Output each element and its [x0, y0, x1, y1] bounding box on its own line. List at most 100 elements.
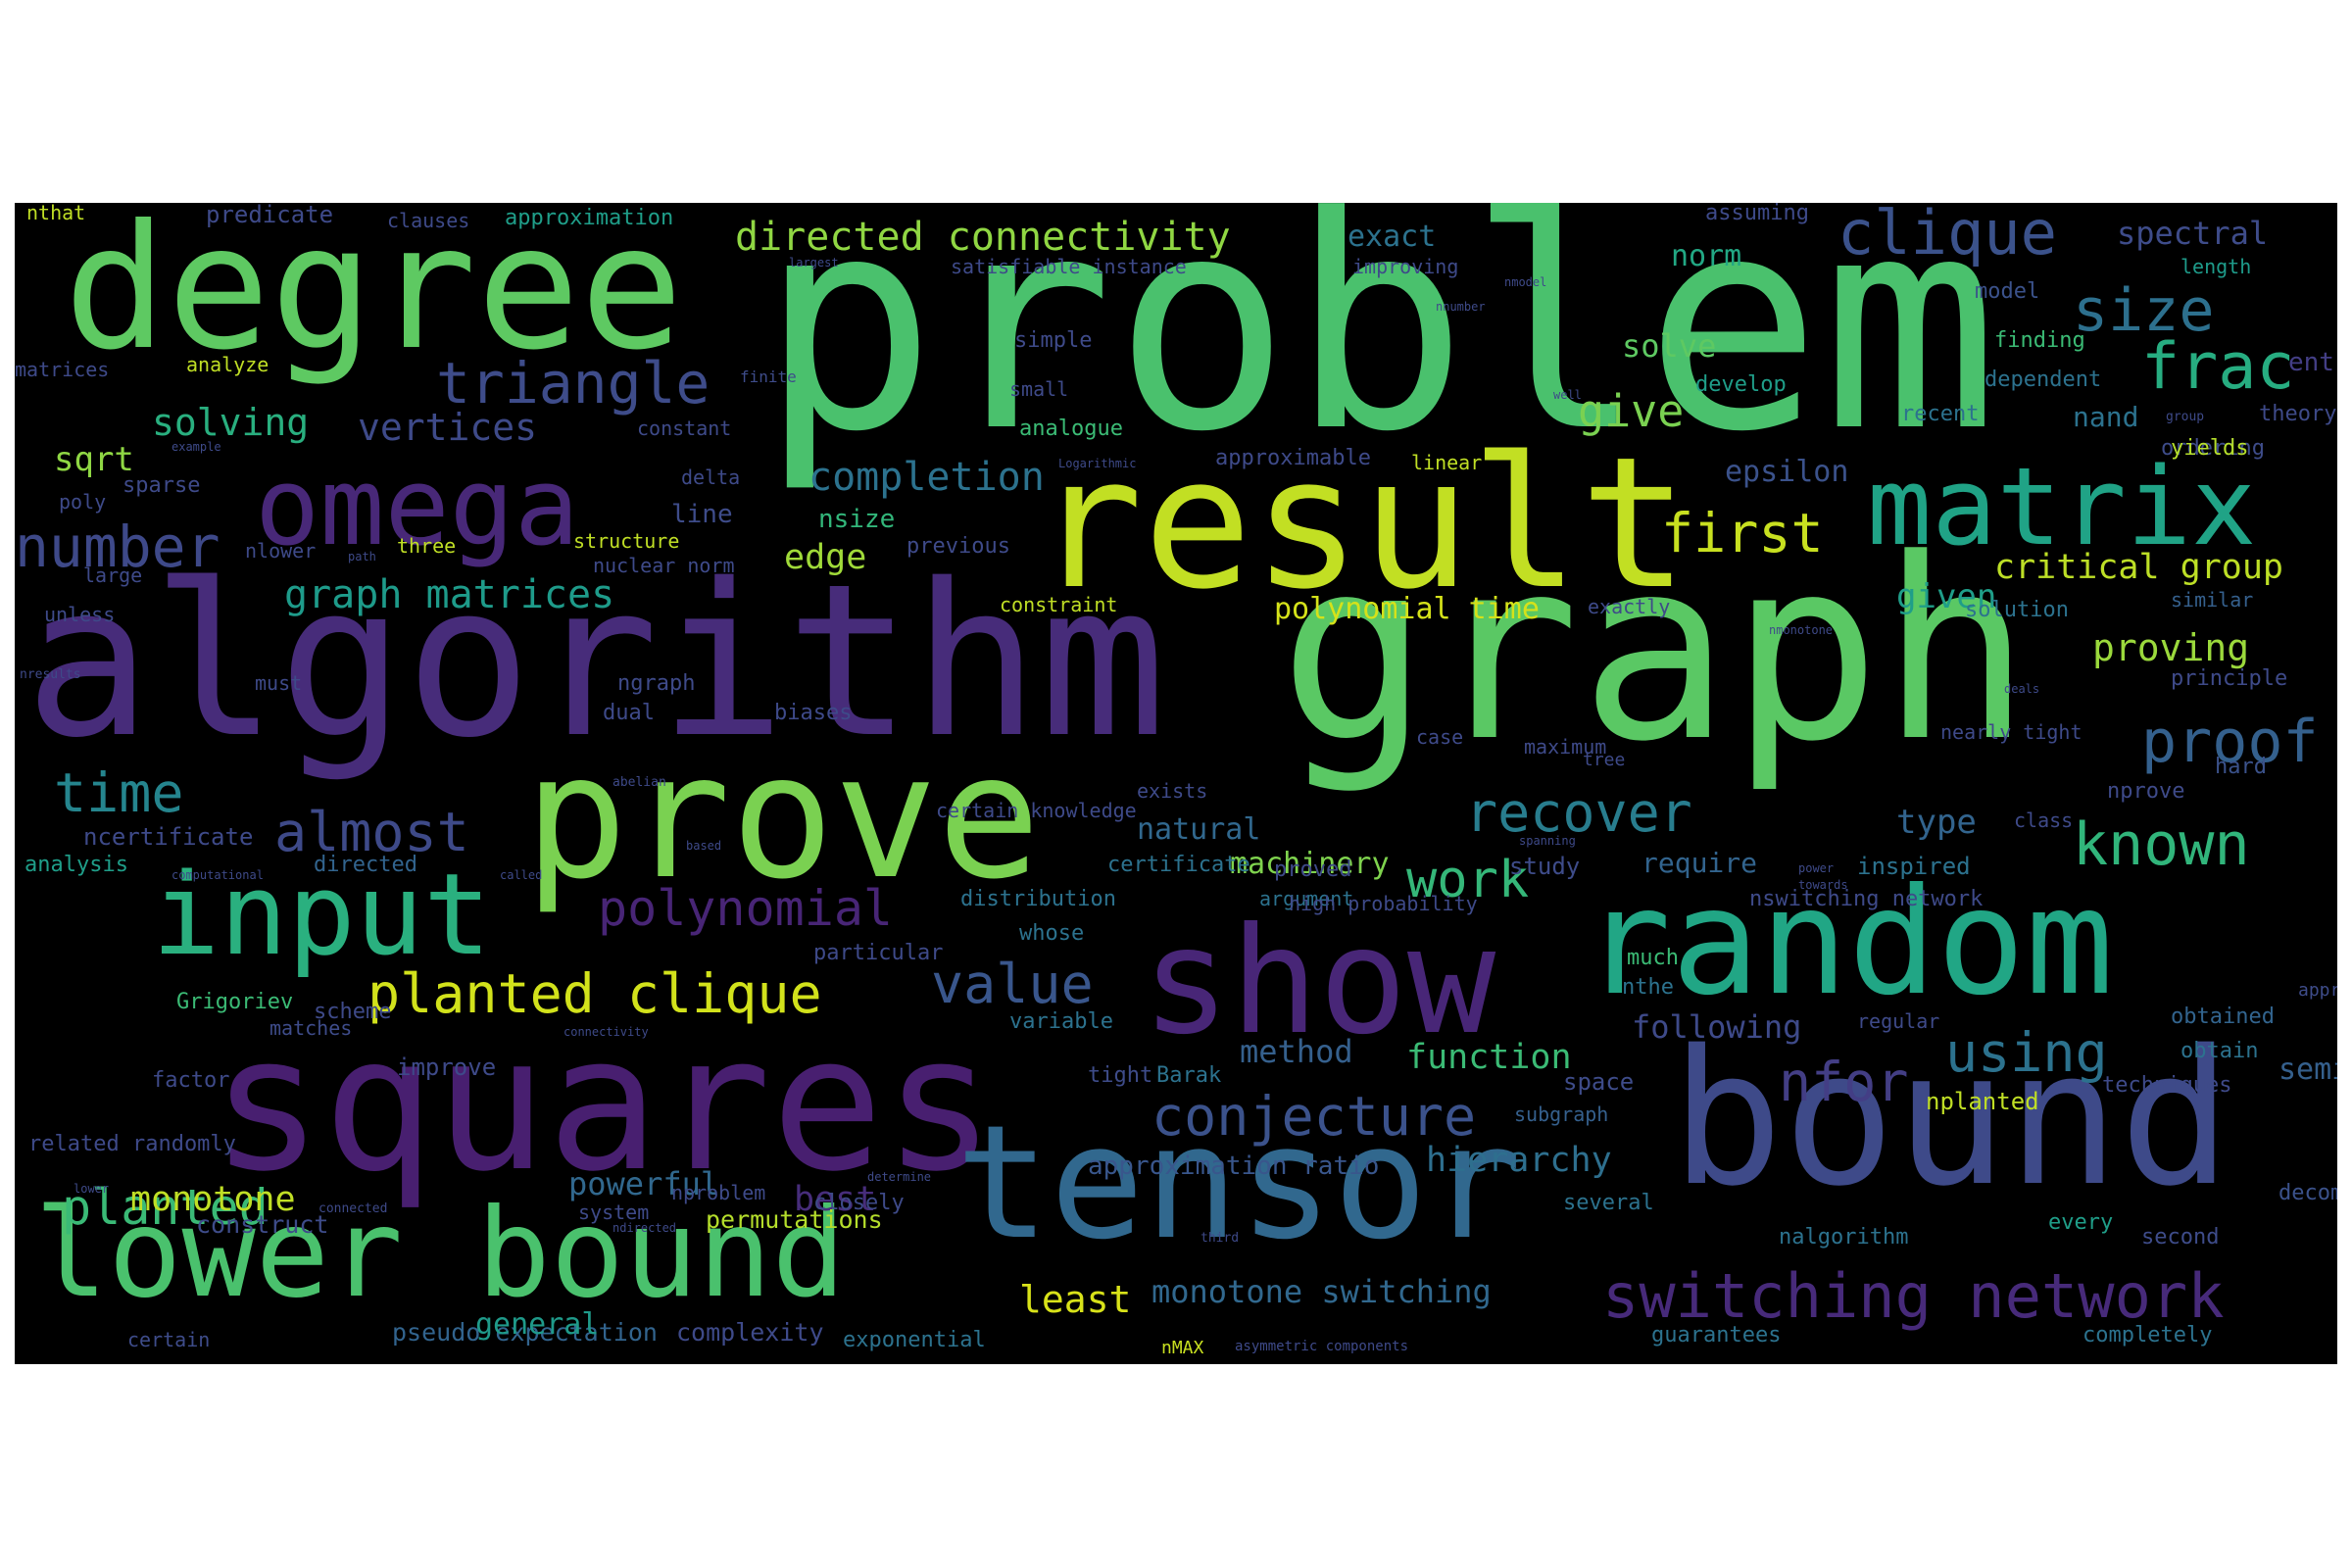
word-degree: degree [64, 203, 684, 388]
word-nmodel: nmodel [1504, 275, 1547, 289]
word-poly: poly [59, 490, 107, 514]
word-monotone-switching: monotone switching [1152, 1273, 1492, 1310]
word-matrix: matrix [1867, 444, 2257, 569]
word-lower: lower [74, 1182, 110, 1196]
word-length: length [2180, 255, 2252, 278]
word-particular: particular [813, 941, 944, 965]
word-lower-bound: lower bound [34, 1183, 846, 1325]
word-solution: solution [1965, 598, 2069, 622]
word-random: random [1583, 858, 2114, 1028]
word-dependent: dependent [1984, 368, 2102, 392]
word-nthe: nthe [1622, 975, 1674, 1000]
word-nnumber: nnumber [1436, 300, 1486, 314]
word-model: model [1975, 279, 2040, 304]
word-connectivity: connectivity [564, 1025, 649, 1039]
word-spanning: spanning [1519, 834, 1576, 848]
word-connected: connected [318, 1201, 388, 1216]
word-matrices: matrices [15, 358, 110, 381]
word-nswitching-network: nswitching network [1749, 887, 1984, 911]
word-much: much [1627, 946, 1679, 970]
word-solve: solve [1622, 327, 1717, 365]
word-second: second [2141, 1225, 2220, 1250]
word-function: function [1406, 1038, 1572, 1077]
word-group: group [2166, 410, 2205, 424]
word-Barak: Barak [1156, 1063, 1222, 1088]
word-third: third [1200, 1231, 1240, 1246]
word-analysis: analysis [24, 853, 128, 877]
word-natural: natural [1137, 812, 1261, 847]
word-general: general [475, 1307, 600, 1342]
word-ordering: ordering [2161, 436, 2265, 461]
word-variable: variable [1009, 1009, 1113, 1034]
word-squares: squares [211, 996, 996, 1212]
word-planted-clique: planted clique [368, 962, 822, 1025]
word-result: result [1034, 417, 1690, 629]
word-decomposition: decomposition [2278, 1181, 2337, 1205]
word-determine: determine [867, 1170, 932, 1184]
word-deals: deals [2004, 682, 2040, 696]
word-ndirected: ndirected [612, 1221, 677, 1235]
word-similar: similar [2171, 588, 2254, 612]
word-predicate: predicate [206, 203, 334, 228]
word-guarantees: guarantees [1651, 1323, 1782, 1348]
word-largest: largest [789, 256, 839, 270]
word-proving: proving [2092, 626, 2250, 669]
word-given: given [1896, 577, 1997, 616]
word-semidefinite-program: semidefinite program [2278, 1053, 2337, 1087]
word-certificate: certificate [1107, 853, 1250, 877]
word-conjecture: conjecture [1152, 1085, 1477, 1148]
word-subgraph: subgraph [1514, 1102, 1609, 1126]
word-dual: dual [603, 701, 655, 725]
word-nplanted: nplanted [1926, 1088, 2039, 1115]
word-planted: planted [62, 1179, 269, 1236]
word-known: known [2073, 810, 2250, 879]
word-show: show [1142, 897, 1496, 1067]
word-line: line [671, 500, 733, 529]
word-value: value [931, 953, 1094, 1015]
word-clique: clique [1838, 203, 2057, 269]
word-large: large [83, 564, 143, 587]
word-ngraph: ngraph [617, 671, 696, 696]
word-approximation-ratio: approximation ratio [1088, 1152, 1380, 1181]
word-obtained: obtained [2171, 1004, 2275, 1029]
word-graph-matrices: graph matrices [284, 572, 615, 617]
word-cloud: problem graph algorithm result degree pr… [15, 203, 2337, 1364]
word-class: class [2014, 808, 2074, 832]
word-nMAX: nMAX [1161, 1338, 1204, 1358]
word-solving: solving [152, 401, 310, 444]
word-critical-group: critical group [1994, 548, 2284, 587]
word-nresults: nresults [20, 667, 81, 682]
word-distribution: distribution [960, 887, 1116, 911]
word-work: work [1406, 851, 1530, 909]
word-tight: tight [1088, 1063, 1153, 1088]
word-approximate: approximate [2298, 980, 2337, 1001]
word-well: well [1553, 388, 1582, 402]
word-Logarithmic: Logarithmic [1058, 457, 1137, 470]
word-size: size [2073, 276, 2215, 345]
word-techniques: techniques [2102, 1073, 2232, 1098]
word-spectral: spectral [2117, 215, 2269, 252]
word-recent: recent [1901, 402, 1980, 426]
word-construct: construct [196, 1210, 329, 1239]
word-nuclear-norm: nuclear norm [593, 554, 735, 577]
word-analogue: analogue [1019, 416, 1123, 441]
word-prove: prove [524, 718, 1041, 917]
word-develop: develop [1695, 372, 1787, 397]
word-called: called [500, 868, 543, 882]
word-obtain: obtain [2180, 1039, 2259, 1063]
word-powerful: powerful [568, 1165, 720, 1202]
word-approximation: approximation [505, 206, 674, 230]
word-epsilon: epsilon [1725, 455, 1849, 489]
word-finding: finding [1994, 328, 2085, 353]
word-graph: graph [1279, 506, 2032, 797]
word-finite: finite [740, 368, 797, 386]
word-satisfiable-instance: satisfiable instance [951, 255, 1187, 278]
word-number: number [15, 514, 220, 580]
word-time: time [54, 761, 184, 824]
word-bound: bound [1671, 1010, 2231, 1227]
word-improving: improving [1352, 255, 1459, 278]
word-unless: unless [44, 603, 116, 626]
word-polynomial: polynomial [598, 880, 894, 937]
word-directed: directed [314, 853, 417, 877]
word-machinery: machinery [1230, 847, 1390, 881]
